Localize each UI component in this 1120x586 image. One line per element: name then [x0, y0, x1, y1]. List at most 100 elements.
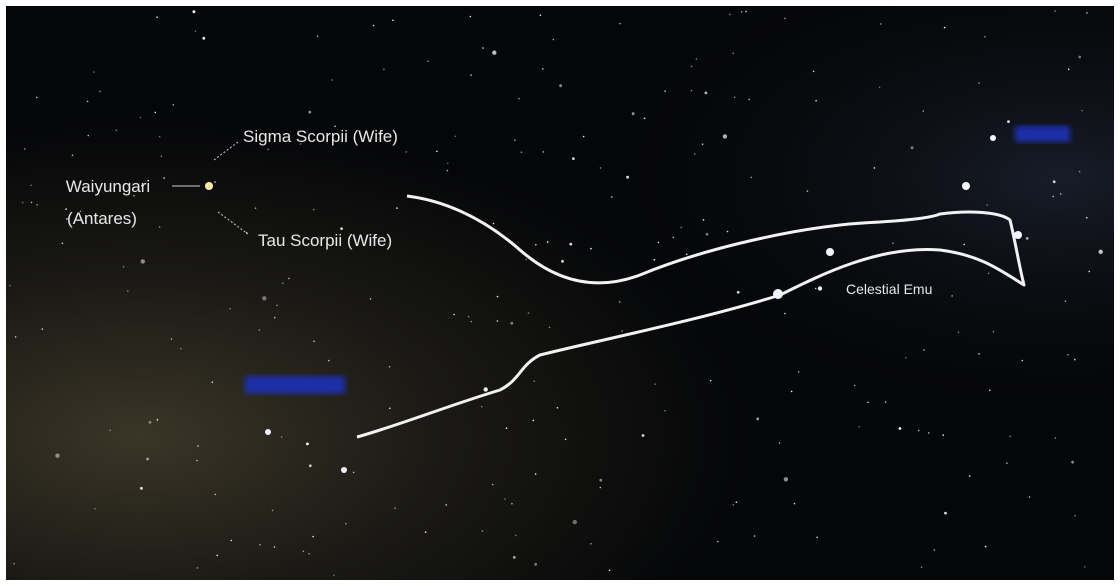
star [790, 390, 793, 393]
star [693, 153, 696, 155]
star [756, 417, 760, 421]
star [695, 58, 698, 60]
star [196, 567, 199, 569]
star [1021, 359, 1024, 362]
star [447, 162, 449, 165]
star [492, 50, 497, 55]
star [1067, 68, 1070, 71]
star [30, 201, 33, 204]
star [561, 259, 564, 263]
star [229, 307, 231, 310]
star [61, 242, 64, 245]
star [405, 151, 408, 153]
star [654, 383, 656, 385]
star [333, 574, 335, 576]
star [36, 204, 38, 206]
emu-outline [356, 194, 1026, 439]
star [704, 91, 708, 95]
star [1009, 435, 1011, 438]
star [942, 434, 944, 436]
star [951, 295, 953, 297]
star [664, 90, 666, 92]
star [572, 157, 575, 161]
star [99, 90, 101, 93]
star [732, 503, 735, 506]
star [424, 531, 427, 533]
star [726, 230, 729, 233]
star [1086, 217, 1088, 219]
star [312, 535, 314, 538]
blurred-label [245, 376, 345, 394]
star [470, 320, 473, 323]
star [254, 207, 257, 209]
star [812, 70, 815, 73]
star [1078, 55, 1082, 59]
star [492, 222, 495, 225]
star [306, 442, 309, 446]
star [527, 312, 530, 314]
star [1086, 12, 1088, 14]
star [154, 111, 157, 114]
star [467, 315, 470, 318]
star [214, 493, 217, 496]
star-label: Sigma Scorpii (Wife) [243, 127, 398, 146]
star [590, 543, 592, 545]
star [1059, 193, 1062, 195]
star [590, 247, 592, 250]
star [1067, 354, 1069, 356]
star [619, 22, 621, 25]
star [504, 498, 506, 500]
star [87, 134, 90, 137]
bright-star [990, 135, 996, 141]
star [599, 167, 602, 169]
star [548, 326, 551, 329]
star [505, 427, 508, 430]
star [957, 331, 960, 334]
star [815, 99, 817, 102]
star [572, 519, 577, 525]
star [1054, 437, 1056, 439]
star [511, 502, 513, 505]
star [793, 502, 796, 505]
star [928, 432, 930, 434]
star [944, 511, 947, 515]
star [672, 236, 675, 239]
star [943, 26, 946, 29]
bright-star [265, 429, 271, 435]
star-label: Tau Scorpii (Wife) [258, 231, 392, 250]
star [271, 509, 274, 512]
star [216, 554, 218, 557]
star [86, 100, 89, 103]
star [392, 19, 394, 22]
star [496, 320, 499, 322]
star [109, 429, 111, 432]
star [735, 501, 738, 504]
star [22, 201, 24, 204]
star [556, 407, 559, 409]
star [880, 23, 882, 25]
star [814, 287, 817, 290]
star [1028, 496, 1031, 498]
star-label: Waiyungari [66, 177, 150, 196]
star [1088, 270, 1090, 273]
star [316, 35, 319, 38]
star [139, 116, 142, 119]
star [148, 420, 152, 424]
star [211, 381, 214, 384]
star [280, 436, 283, 438]
star [641, 434, 645, 437]
star [923, 349, 925, 351]
star [436, 150, 438, 153]
star [626, 175, 629, 179]
star [702, 219, 705, 221]
star [308, 552, 310, 555]
pointer-line [213, 141, 239, 161]
star [559, 84, 562, 88]
star [331, 79, 334, 81]
star [729, 13, 731, 16]
star [140, 486, 143, 490]
star [968, 475, 971, 477]
star [564, 438, 567, 441]
star [469, 15, 472, 18]
